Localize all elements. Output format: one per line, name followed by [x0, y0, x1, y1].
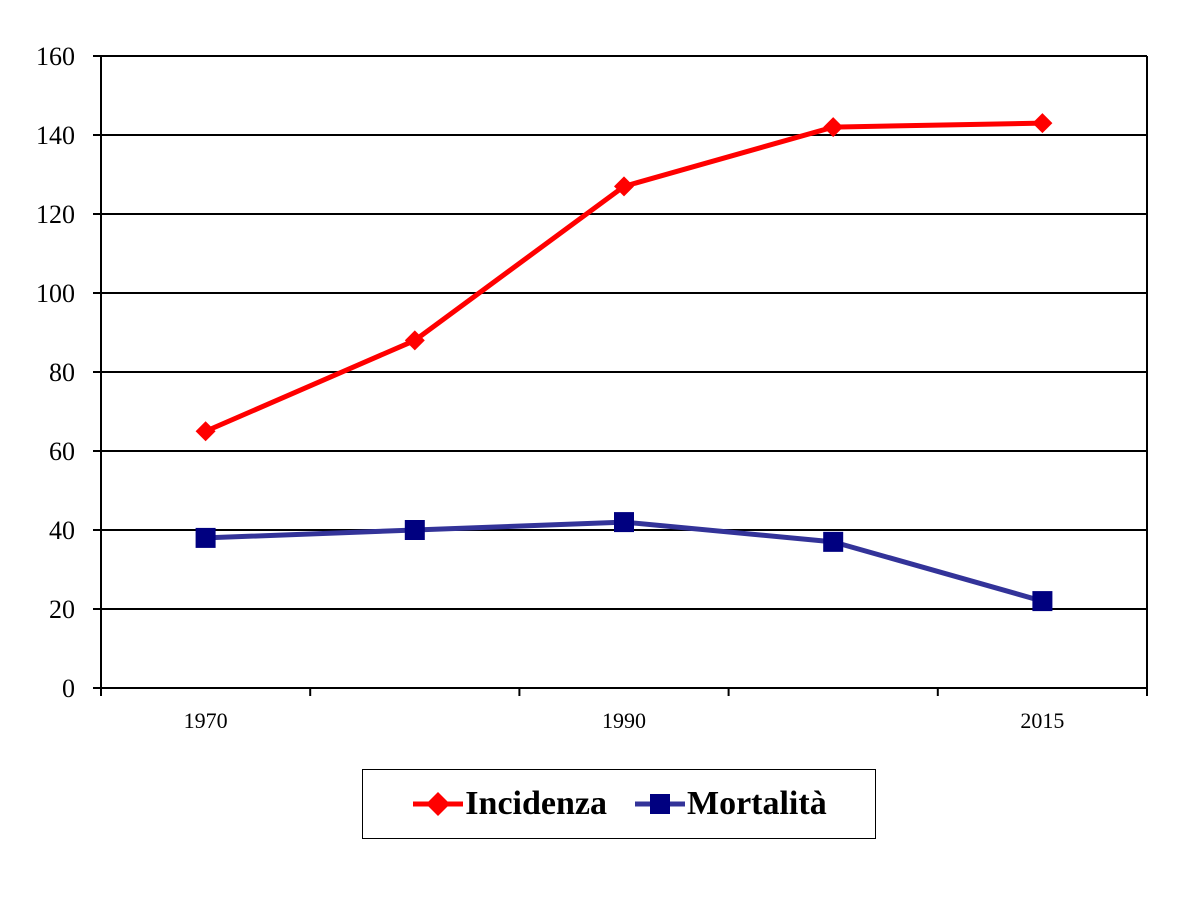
legend-label-mortalita: Mortalità	[686, 785, 827, 822]
legend-item-mortalita: Mortalità	[633, 785, 827, 823]
x-tick-label-2015: 2015	[1020, 708, 1064, 733]
x-tick-label-1990: 1990	[602, 708, 646, 733]
x-tick-label-1970: 1970	[184, 708, 228, 733]
point-mortalita-1990	[614, 512, 634, 533]
point-mortalita-1970	[195, 527, 216, 548]
y-tick-label-160: 160	[36, 42, 75, 71]
y-tick-label-120: 120	[36, 200, 75, 229]
point-mortalita-2000	[823, 531, 844, 552]
point-mortalita-2015	[1032, 591, 1053, 612]
y-tick-label-140: 140	[36, 121, 75, 150]
axes	[93, 55, 1148, 696]
y-axis-tick-labels: 0 20 40 60 80 100 120 140 160	[36, 42, 75, 703]
point-incidenza-1970	[195, 421, 216, 442]
legend-label-incidenza: Incidenza	[465, 785, 607, 822]
series-line-mortalita	[205, 519, 1044, 604]
series-line-incidenza	[204, 120, 1043, 434]
legend-item-incidenza: Incidenza	[411, 785, 607, 823]
point-incidenza-2000	[823, 117, 844, 138]
legend: Incidenza Mortalità	[362, 769, 876, 839]
point-incidenza-2015	[1032, 113, 1053, 134]
y-tick-label-40: 40	[49, 516, 75, 545]
legend-swatch-mortalita	[634, 794, 685, 814]
x-axis-tick-labels: 1970 1990 2015	[184, 708, 1065, 733]
y-tick-label-0: 0	[62, 674, 75, 703]
y-tick-label-60: 60	[49, 437, 75, 466]
y-tick-label-100: 100	[36, 279, 75, 308]
point-mortalita-1980	[404, 520, 425, 540]
point-incidenza-1990	[614, 176, 634, 197]
point-incidenza-1980	[404, 330, 425, 351]
y-tick-label-20: 20	[49, 595, 75, 624]
y-tick-label-80: 80	[49, 358, 75, 387]
gridlines	[101, 134, 1147, 610]
legend-swatch-incidenza	[413, 792, 464, 816]
series-group	[195, 113, 1053, 612]
